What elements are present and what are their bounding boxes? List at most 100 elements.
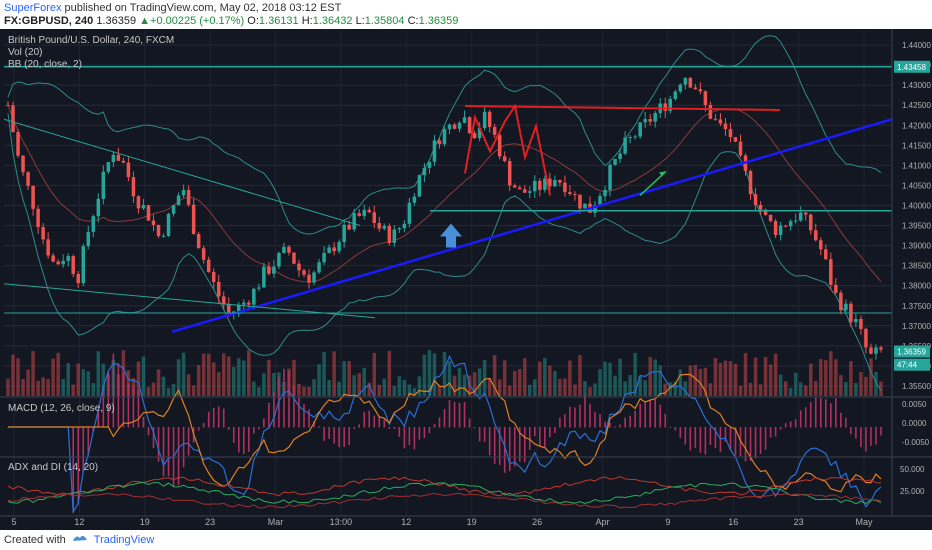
volume-bar (337, 381, 341, 396)
macd-histogram-bar (433, 424, 436, 428)
macd-histogram-bar (664, 413, 667, 428)
chart-canvas[interactable]: 1.440001.435001.430001.425001.420001.415… (0, 29, 932, 530)
volume-bar (558, 378, 562, 396)
y-tick-label: 1.39000 (902, 242, 931, 251)
close-label: C: (407, 15, 419, 27)
volume-bar (91, 382, 96, 396)
macd-tick-label: 0.0050 (902, 400, 927, 409)
candle-body (407, 202, 412, 224)
candle-body (608, 164, 612, 190)
volume-bar (834, 359, 838, 396)
adx-tick-label: 25.000 (900, 487, 925, 496)
volume-bar (808, 363, 813, 396)
macd-histogram-bar (448, 400, 451, 428)
candle-body (377, 222, 382, 229)
macd-histogram-bar (202, 422, 205, 428)
candle-body (533, 180, 537, 192)
volume-bar (427, 350, 432, 396)
macd-histogram-bar (283, 368, 285, 428)
volume-bar (146, 387, 151, 396)
volume-bar (788, 387, 793, 396)
volume-bar (839, 375, 843, 396)
price-label: 1.36359 (897, 347, 926, 356)
volume-bar (292, 359, 296, 396)
macd-histogram-bar (569, 406, 571, 428)
macd-label: MACD (12, 26, close, 9) (8, 403, 115, 414)
y-tick-label: 1.37500 (902, 302, 931, 311)
volume-bar (457, 367, 462, 396)
volume-bar (623, 381, 627, 396)
candle-body (477, 127, 482, 139)
macd-histogram-bar (764, 427, 767, 450)
volume-bar (713, 358, 718, 396)
volume-bar (417, 376, 422, 396)
volume-bar (753, 357, 758, 396)
macd-histogram-bar (393, 427, 396, 429)
candle-body (352, 213, 356, 230)
macd-histogram-bar (749, 427, 752, 461)
candle-body (51, 255, 55, 262)
volume-bar (161, 376, 166, 396)
candle-body (186, 190, 191, 205)
volume-bar (156, 369, 161, 396)
x-tick-label: Apr (595, 517, 609, 527)
descending-channel-bottom (3, 283, 376, 319)
volume-bar (176, 359, 181, 396)
macd-histogram-bar (855, 427, 857, 439)
candle-body (859, 318, 863, 329)
volume-bar (317, 364, 321, 396)
macd-histogram-bar (263, 418, 265, 428)
candle-body (563, 182, 567, 193)
volume-bar (377, 384, 382, 396)
x-tick-label: May (855, 517, 873, 527)
volume-bar (16, 358, 20, 396)
candle-body (578, 194, 582, 209)
y-tick-label: 1.42000 (902, 121, 931, 130)
macd-histogram-bar (508, 427, 511, 472)
bb-upper (7, 35, 882, 235)
publisher-link[interactable]: SuperForex (4, 2, 62, 14)
candle-body (86, 231, 91, 247)
last-price: 1.36359 (96, 15, 137, 27)
tradingview-link[interactable]: TradingView (93, 533, 155, 546)
volume-bar (407, 384, 412, 396)
macd-histogram-bar (182, 427, 185, 468)
candle-body (507, 161, 512, 186)
candle-body (181, 190, 186, 196)
price-change: +0.00225 (+0.17%) (150, 15, 245, 27)
x-tick-label: 26 (532, 517, 542, 527)
volume-bar (733, 363, 738, 396)
price-label-box (894, 345, 930, 358)
volume-bar (36, 380, 40, 396)
macd-histogram-bar (127, 383, 130, 428)
volume-bar (768, 364, 773, 396)
volume-bar (382, 378, 387, 396)
candle-body (257, 287, 261, 289)
candle-body (41, 227, 45, 240)
macd-histogram-bar (799, 410, 802, 428)
candle-body (242, 302, 246, 305)
volume-bar (51, 358, 55, 396)
candle-body (297, 263, 301, 271)
volume-bar (633, 352, 637, 396)
volume-bar (262, 373, 266, 396)
candle-body (783, 225, 788, 227)
candle-body (292, 252, 296, 264)
candle-body (417, 175, 422, 197)
macd-histogram-bar (865, 427, 867, 452)
candle-body (151, 220, 156, 225)
macd-histogram-bar (870, 427, 872, 446)
volume-bar (171, 383, 176, 396)
macd-histogram-bar (564, 414, 566, 428)
blue-up-arrow-icon (440, 223, 462, 248)
candle-body (869, 347, 873, 354)
macd-histogram-bar (875, 427, 877, 445)
macd-histogram-bar (654, 399, 657, 428)
candle-body (487, 111, 492, 127)
volume-bar (487, 378, 492, 396)
volume-bar (608, 362, 612, 396)
volume-bar (658, 365, 662, 396)
macd-histogram-bar (824, 399, 827, 428)
volume-bar (272, 372, 276, 396)
macd-histogram-bar (634, 410, 636, 428)
